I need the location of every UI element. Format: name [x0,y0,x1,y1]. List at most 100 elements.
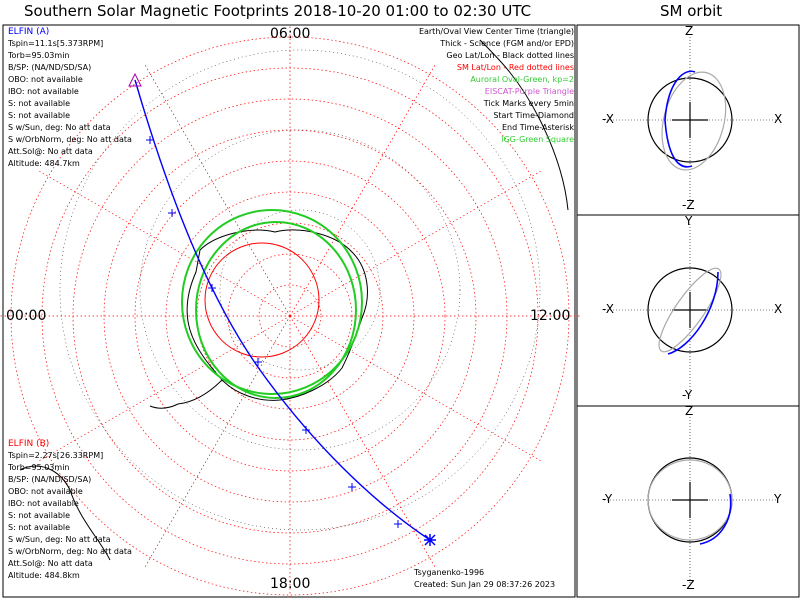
track-tick-mark [146,136,154,144]
elfin-b-line: S w/OrbNorm, deg: No att data [8,547,132,556]
legend-entry: EISCAT-Purple Triangle [484,87,574,96]
orbit-axis-label-left: -X [602,302,614,316]
elfin-b-line: Tspin=2.27s[26.33RPM] [8,451,104,460]
elfin-b-name: ELFIN (B) [8,439,50,449]
antarctica-coastline [19,39,569,561]
track-tick-mark [394,520,402,528]
auroral-ovals [181,209,363,399]
elfin-b-line: Att.Sol@: No att data [8,559,93,568]
created-timestamp: Created: Sun Jan 29 08:37:26 2023 [414,580,556,589]
orbit-axis-label-bottom: -Z [682,578,695,592]
legend-entry: Thick - Science (FGM and/or EPD) [440,39,574,48]
orbit-axis-label-right: Y [774,492,782,506]
mlt-meridian [144,315,291,568]
mlt-meridian [289,64,436,317]
elfin-b-line: IBO: not available [8,499,79,508]
elfin-b-line: S w/Sun, deg: No att data [8,535,111,544]
elfin-b-line: Torb=95.03min [8,463,70,472]
track-tick-mark [168,209,176,217]
elfin-a-line: Altitude: 484.7km [8,159,80,168]
geo-latitude-circle [219,209,381,371]
orbit-axis-label-top: Z [685,24,694,38]
legend-entry: Auroral Oval-Green, kp=2 [470,75,574,84]
orbit-axis-label-top: Y [685,214,693,228]
orbit-ellipse-back [658,267,722,353]
antarctica-outline [186,229,368,401]
legend-entry: Tick Marks every 5min [483,99,574,108]
orbit-axis-label-left: -Y [602,492,613,506]
geo-latitude-circle [139,129,461,451]
legend: Earth/Oval View Center Time (triangle) Th… [419,26,574,146]
orbit-arc-front [699,493,732,545]
elfin-a-line: S w/OrbNorm, deg: No att data [8,135,132,144]
legend-entry: End Time-Asterisk [501,123,574,132]
sm-latlon-grid [0,26,580,600]
model-name: Tsyganenko-1996 [414,568,485,577]
orbit-axis-label-right: X [774,112,783,126]
south-america-outline [19,465,111,561]
orbit-axis-label-bottom: -Z [682,198,695,212]
elfin-a-footprint-track [128,72,436,546]
orbit-panel-frame [576,24,800,598]
orbit-title: SM orbit [660,2,723,20]
mlt-meridian [38,170,291,317]
orbit-ellipse-back [647,459,733,541]
legend-entry: SM Lat/Lon - Red dotted lines [456,63,574,72]
elfin-a-info: ELFIN (A) Tspin=11.1s[5.373RPM] Torb=95.0… [8,26,132,170]
latitude-circle [227,253,353,379]
track-tick-mark [208,284,216,292]
orbit-arc-front [664,70,696,121]
elfin-a-line: Torb=95.03min [8,51,70,60]
legend-entry: Geo Lat/Lon - Black dotted lines [446,51,574,60]
legend-entry: Start Time-Diamond [493,111,574,120]
elfin-b-line: B/SP: (NA/ND/SD/SA) [8,475,92,484]
track-tick-mark [348,483,356,491]
elfin-a-line: Tspin=11.1s[5.373RPM] [8,39,104,48]
elfin-b-line: S: not available [8,511,71,520]
orbit-panel-3 [604,414,776,586]
elfin-b-line: S: not available [8,523,71,532]
track-tick-mark [254,358,262,366]
polar-map-frame [2,24,576,598]
elfin-b-info: ELFIN (B) Tspin=2.27s[26.33RPM] Torb=95.0… [8,438,132,582]
orbit-arc-front [667,271,719,355]
peninsula-outline [149,379,223,409]
latitude-circle [103,129,477,503]
orbit-panel-1 [604,34,776,206]
elfin-a-line: OBO: not available [8,75,83,84]
eiscat-triangle [128,72,142,87]
mlt-meridian [289,315,542,462]
elfin-a-name: ELFIN (A) [8,27,50,37]
mlt-label-right: 12:00 [530,308,571,324]
sm-orbit-plots [604,34,776,586]
sm-pole-circle [204,242,320,358]
mlt-meridian [38,315,291,462]
elfin-b-line: Altitude: 484.8km [8,571,80,580]
auroral-oval-outer [181,209,363,395]
elfin-a-line: Att.Sol@: No att data [8,147,93,156]
orbit-axis-label-left: -X [602,112,614,126]
credits: Tsyganenko-1996 Created: Sun Jan 29 08:3… [414,567,555,591]
mlt-meridian [289,170,542,317]
elfin-a-track-line [134,79,431,541]
mlt-meridian [289,315,436,568]
track-tick-mark [302,426,310,434]
elfin-a-line: S w/Sun, deg: No att data [8,123,111,132]
latitude-circle [134,160,446,472]
elfin-a-line: S: not available [8,99,71,108]
elfin-a-line: S: not available [8,111,71,120]
orbit-axis-label-top: Z [685,404,694,418]
orbit-axis-label-right: X [774,302,783,316]
latitude-circle [10,36,570,596]
auroral-oval-inner [195,221,357,399]
elfin-a-line: B/SP: (NA/ND/SD/SA) [8,63,92,72]
orbit-arc-front-2 [664,119,693,168]
legend-entry: IGG-Green Square [501,135,574,144]
elfin-a-line: IBO: not available [8,87,79,96]
orbit-axis-label-bottom: -Y [682,388,693,402]
geo-latitude-circle [59,49,541,531]
legend-entry: Earth/Oval View Center Time (triangle) [418,27,574,36]
plot-title: Southern Solar Magnetic Footprints 2018-… [24,2,532,20]
end-time-asterisk [424,534,436,546]
